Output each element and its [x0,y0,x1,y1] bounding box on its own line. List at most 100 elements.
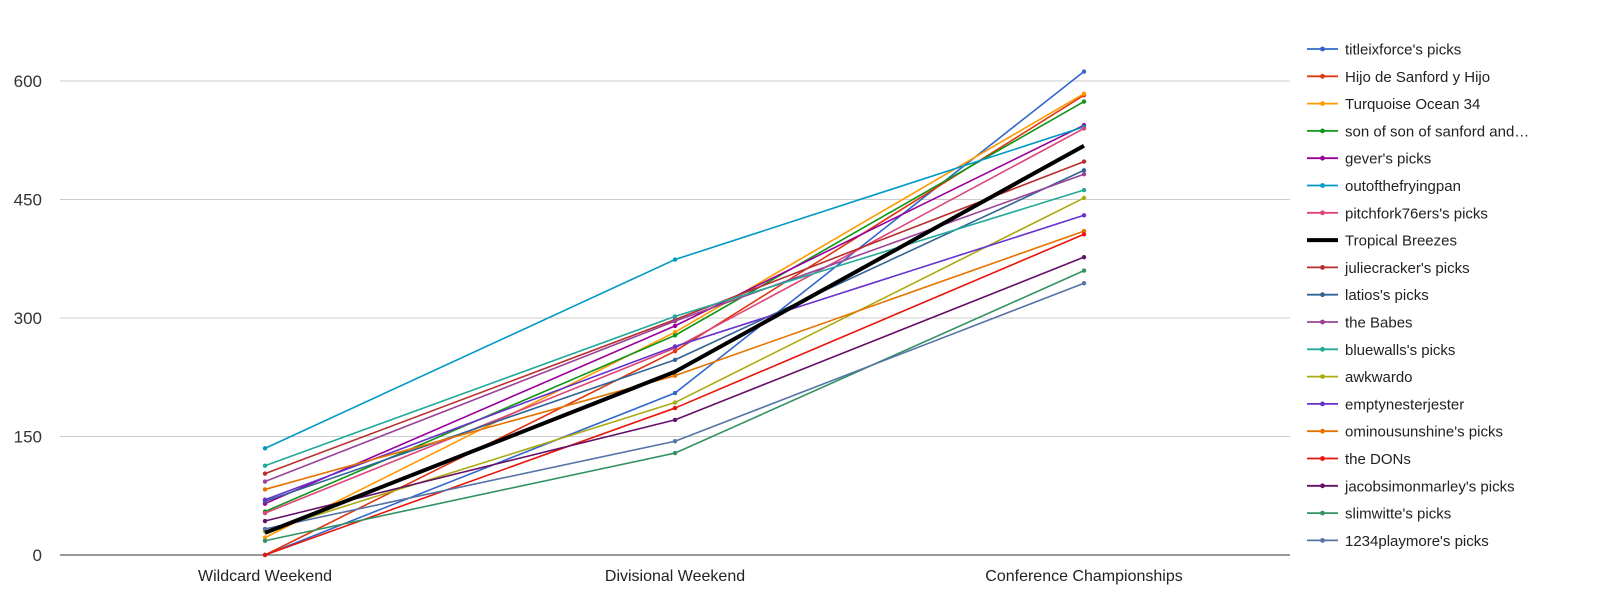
legend-label: gever's picks [1345,151,1431,168]
data-point [262,535,268,540]
legend-item[interactable]: Turquoise Ocean 34 [1307,96,1480,113]
data-point [672,417,678,423]
legend-swatch-dot [1320,401,1325,407]
data-point [262,510,268,516]
legend-label: titleixforce's picks [1345,42,1461,59]
legend-label: ominousunshine's picks [1345,424,1503,441]
legend-item[interactable]: awkwardo [1307,369,1413,386]
data-point [262,487,268,492]
legend-item[interactable]: 1234playmore's picks [1307,533,1489,550]
legend-label: pitchfork76ers's picks [1345,205,1488,222]
data-point [672,357,678,363]
data-point [1081,91,1087,96]
data-point [1081,195,1087,201]
series-7 [264,144,1085,535]
legend-label: latios's picks [1345,287,1429,304]
series-line [264,256,1085,522]
legend-item[interactable]: slimwitte's picks [1307,506,1451,523]
y-tick-label: 150 [14,428,42,447]
data-point [672,439,678,444]
series-12 [262,195,1087,534]
legend-item[interactable]: the DONs [1307,451,1411,468]
legend-item[interactable]: bluewalls's picks [1307,342,1455,359]
data-point [1081,268,1087,273]
legend-item[interactable]: jacobsimonmarley's picks [1307,478,1515,495]
legend-swatch-dot [1320,210,1325,216]
data-point [1081,172,1087,177]
series-line [264,126,1085,450]
series-lines [262,69,1087,558]
data-point [262,471,268,476]
data-point [262,463,268,468]
data-point [262,526,268,532]
data-point [672,257,678,262]
legend-label: the Babes [1345,315,1413,332]
data-point [672,330,678,335]
x-category-label: Conference Championships [985,568,1182,585]
series-line [264,269,1085,542]
y-axis-ticks: 0 150 300 450 600 [14,72,42,565]
legend-label: Turquoise Ocean 34 [1345,96,1480,113]
legend-item[interactable]: Hijo de Sanford y Hijo [1307,69,1490,86]
legend-item[interactable]: titleixforce's picks [1307,42,1461,59]
legend-label: emptynesterjester [1345,396,1464,413]
legend-swatch-dot [1320,292,1325,298]
legend-swatch-dot [1320,346,1325,352]
data-point [672,323,678,329]
legend-swatch-dot [1320,101,1325,106]
data-point [672,344,678,349]
legend-item[interactable]: the Babes [1307,315,1413,332]
legend-item[interactable]: latios's picks [1307,287,1429,304]
data-point [262,446,268,451]
y-tick-label: 450 [14,191,42,210]
data-point [672,390,678,396]
data-point [672,314,678,319]
data-point [672,348,678,354]
legend-item[interactable]: pitchfork76ers's picks [1307,205,1488,222]
data-point [1081,168,1087,173]
x-category-label: Wildcard Weekend [198,568,332,585]
legend-swatch-dot [1320,510,1325,516]
legend-label: bluewalls's picks [1345,342,1455,359]
legend-label: awkwardo [1345,369,1413,386]
data-point [262,538,268,543]
y-tick-label: 0 [33,546,42,565]
legend-swatch-dot [1320,319,1325,325]
legend-item[interactable]: outofthefryingpan [1307,178,1461,195]
legend-item[interactable]: Tropical Breezes [1307,233,1457,250]
data-point [1081,281,1087,286]
data-point [1081,69,1087,74]
legend-label: outofthefryingpan [1345,178,1461,195]
data-point [672,405,678,411]
series-15 [262,232,1087,558]
legend-item[interactable]: emptynesterjester [1307,396,1464,413]
legend-label: Hijo de Sanford y Hijo [1345,69,1490,86]
data-point [1081,99,1087,104]
legend-item[interactable]: son of son of sanford and… [1307,123,1529,140]
legend-item[interactable]: gever's picks [1307,151,1431,168]
y-tick-label: 600 [14,72,42,91]
series-18 [262,281,1087,532]
legend-swatch-dot [1320,538,1325,543]
data-point [1081,228,1087,234]
data-point [1081,187,1087,193]
series-14 [262,228,1087,492]
data-point [1081,159,1087,164]
legend-swatch-dot [1320,374,1325,379]
legend-swatch-dot [1320,428,1325,434]
legend-label: slimwitte's picks [1345,506,1451,523]
series-11 [262,187,1087,468]
series-2 [262,91,1087,540]
series-16 [262,254,1087,524]
legend-label: 1234playmore's picks [1345,533,1489,550]
series-9 [262,168,1087,504]
legend-item[interactable]: juliecracker's picks [1307,260,1470,277]
legend-label: Tropical Breezes [1345,233,1457,250]
legend-swatch-dot [1320,155,1325,161]
data-point [1081,254,1087,260]
series-line [264,144,1085,535]
legend-item[interactable]: ominousunshine's picks [1307,424,1503,441]
data-point [672,318,678,324]
data-point [672,400,678,405]
